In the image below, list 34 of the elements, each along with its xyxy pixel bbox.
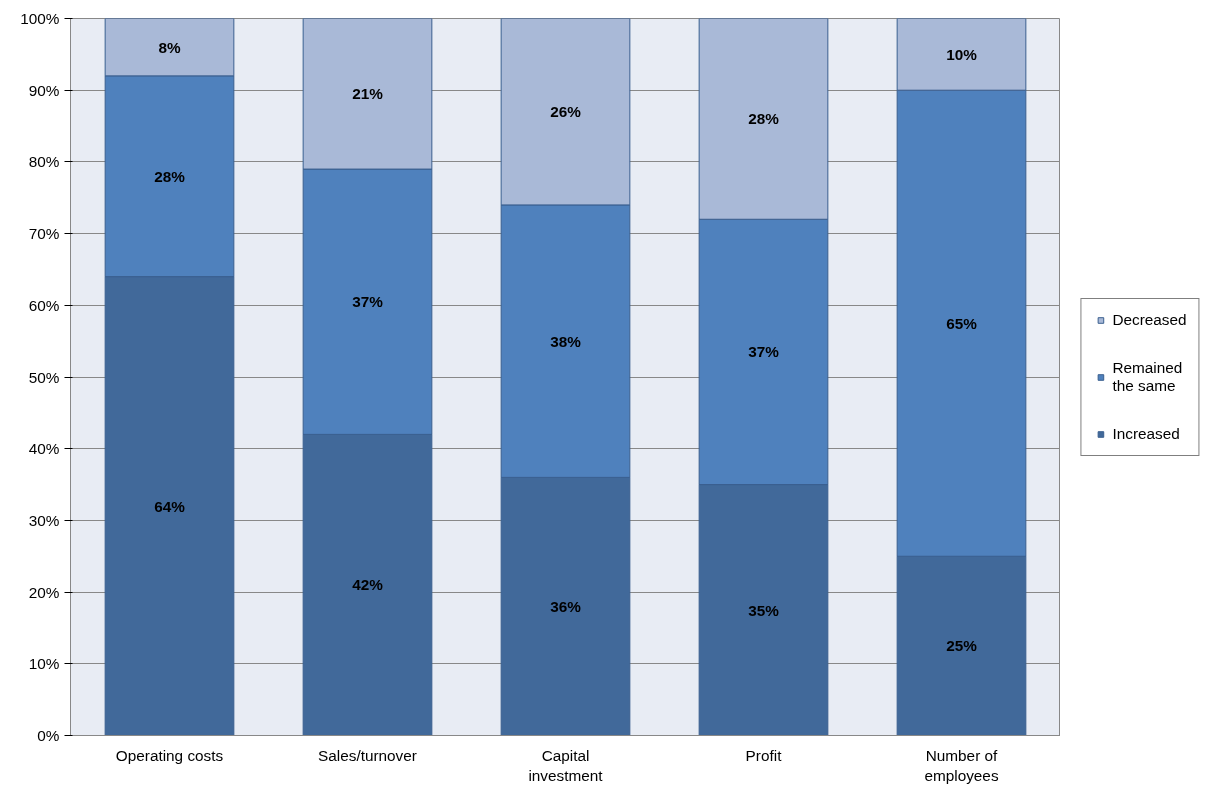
y-tick-label: 50% xyxy=(28,368,60,386)
y-tick-label: 90% xyxy=(28,81,60,99)
data-label: 36% xyxy=(550,597,582,615)
data-label: 42% xyxy=(352,576,384,594)
data-label: 26% xyxy=(550,103,582,121)
y-tick-label: 80% xyxy=(28,153,60,171)
y-tick-label: 70% xyxy=(28,225,60,243)
data-label: 35% xyxy=(748,601,780,619)
y-tick-label: 60% xyxy=(28,296,60,314)
legend-label: Remained the same xyxy=(1112,358,1183,395)
x-tick-label: Capital investment xyxy=(528,746,604,784)
x-tick-label: Operating costs xyxy=(115,746,224,764)
x-tick-label: Sales/turnover xyxy=(318,746,417,764)
data-label: 25% xyxy=(946,637,978,655)
data-label: 64% xyxy=(154,497,186,515)
data-label: 37% xyxy=(352,293,384,311)
legend-label: Decreased xyxy=(1112,310,1187,329)
x-tick-label: Number of employees xyxy=(924,746,999,784)
y-tick-label: 10% xyxy=(28,655,60,673)
x-tick-label: Profit xyxy=(745,746,783,764)
data-label: 37% xyxy=(748,343,780,361)
data-label: 65% xyxy=(946,314,978,332)
y-tick-label: 40% xyxy=(28,440,60,458)
y-tick-label: 30% xyxy=(28,511,60,529)
y-tick-label: 100% xyxy=(20,10,60,27)
y-tick-label: 0% xyxy=(37,727,60,744)
data-label: 28% xyxy=(154,167,186,185)
data-label: 10% xyxy=(946,45,978,63)
data-label: 28% xyxy=(748,110,780,128)
data-label: 38% xyxy=(550,332,582,350)
y-tick-label: 20% xyxy=(28,583,60,601)
data-label: 21% xyxy=(352,85,384,103)
data-label: 8% xyxy=(158,38,181,56)
legend-label: Increased xyxy=(1112,424,1180,443)
